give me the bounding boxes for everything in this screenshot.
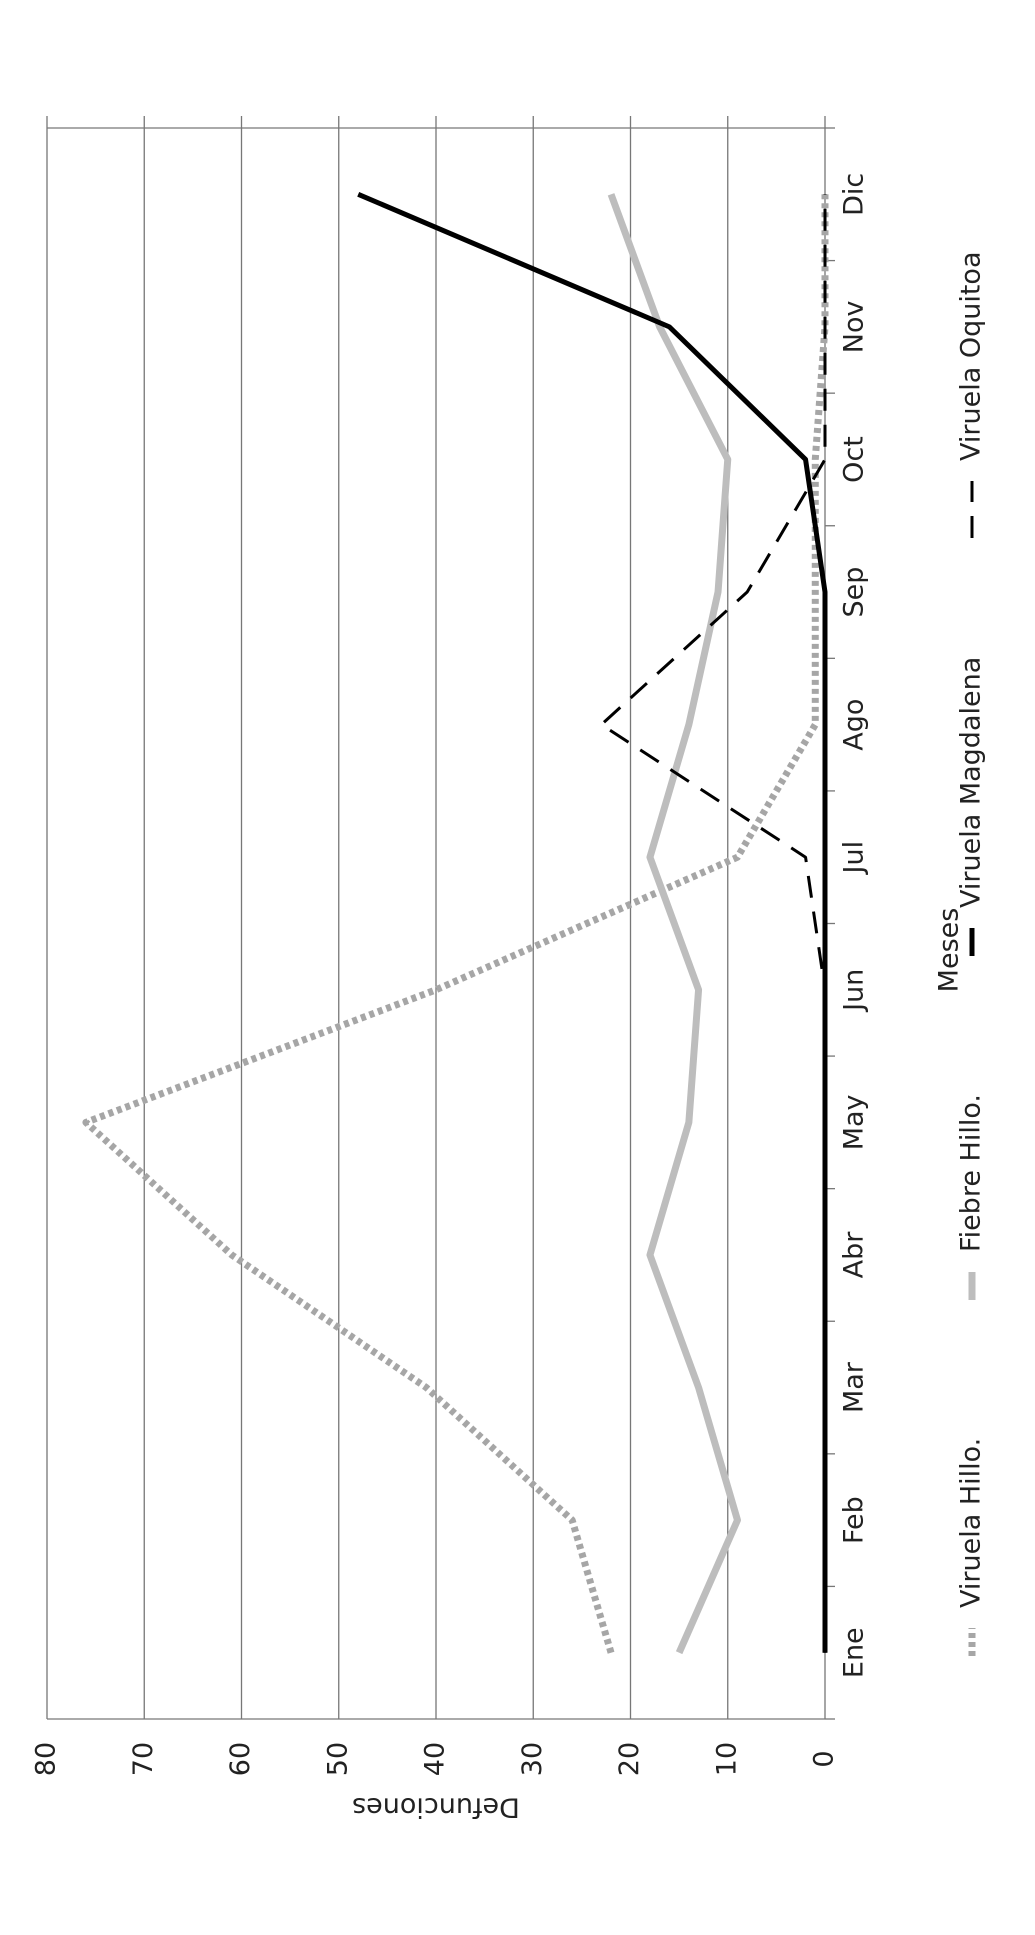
series-line bbox=[82, 194, 829, 1654]
x-tick-label: Jul bbox=[839, 841, 870, 876]
x-tick-label: Nov bbox=[839, 301, 870, 354]
y-tick-label: 30 bbox=[517, 1742, 548, 1776]
x-tick-label: Feb bbox=[839, 1496, 870, 1544]
series-line bbox=[357, 191, 828, 1653]
legend-label: Viruela Hillo. bbox=[956, 1438, 987, 1608]
y-tick-label: 0 bbox=[809, 1750, 840, 1767]
series-line bbox=[599, 194, 827, 1653]
x-tick-label: Ene bbox=[839, 1627, 870, 1678]
rotated-chart: Defunciones Meses 0 10 20 30 40 50 60 70 80 Ene Fe… bbox=[31, 116, 987, 1823]
x-tick-label: Mar bbox=[839, 1361, 870, 1413]
y-tick-label: 20 bbox=[614, 1742, 645, 1776]
legend-label: Viruela Oquitoa bbox=[956, 252, 987, 462]
y-tick-label: 70 bbox=[128, 1742, 159, 1776]
y-tick-label: 50 bbox=[322, 1742, 353, 1776]
legend-label: Viruela Magdalena bbox=[956, 657, 987, 908]
y-axis-label: Defunciones bbox=[352, 1792, 520, 1823]
y-tick-label: 10 bbox=[711, 1742, 742, 1776]
y-tick-label: 40 bbox=[420, 1742, 451, 1776]
y-tick-label: 60 bbox=[225, 1742, 256, 1776]
legend-label: Fiebre Hillo. bbox=[956, 1094, 987, 1252]
x-tick-label: Abr bbox=[839, 1231, 870, 1279]
x-tick-label: Jun bbox=[839, 969, 870, 1013]
x-axis-label: Meses bbox=[934, 908, 965, 993]
y-tick-label: 80 bbox=[31, 1742, 62, 1776]
x-tick-label: Dic bbox=[839, 173, 870, 216]
x-tick-label: Sep bbox=[839, 567, 870, 618]
x-tick-label: Ago bbox=[839, 699, 870, 751]
x-tick-label: Oct bbox=[839, 436, 870, 483]
x-tick-label: May bbox=[839, 1094, 870, 1150]
series-line bbox=[607, 193, 741, 1655]
